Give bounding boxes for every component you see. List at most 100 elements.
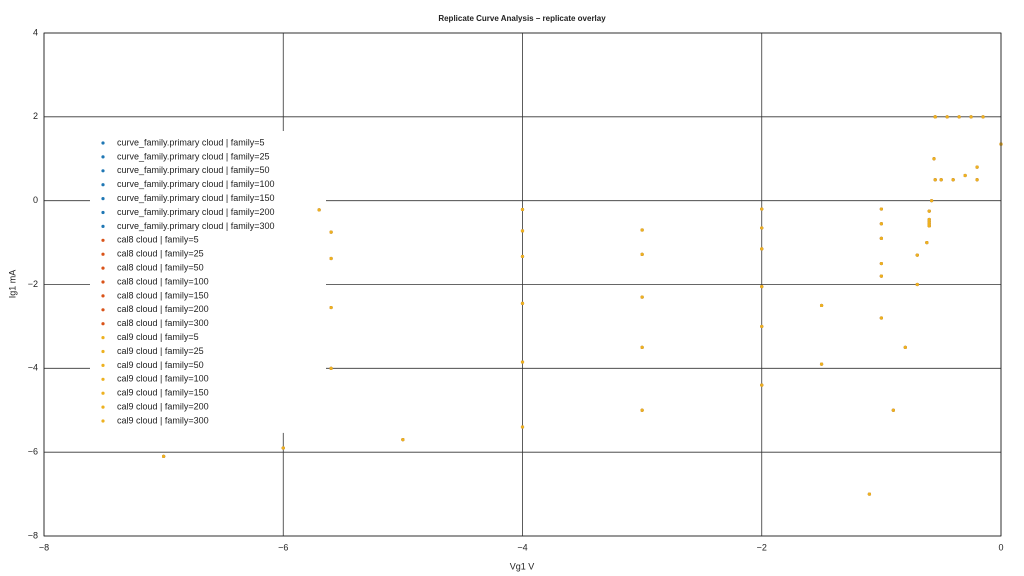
legend-marker xyxy=(101,141,105,145)
legend: curve_family.primary cloud | family=5 cur… xyxy=(90,131,326,433)
legend-box xyxy=(90,131,326,433)
point xyxy=(520,229,525,233)
point xyxy=(939,178,943,182)
point xyxy=(879,274,883,278)
plot-frame xyxy=(43,32,1002,537)
x-tick-label: −8 xyxy=(39,542,49,552)
point xyxy=(963,173,967,178)
legend-label: cal8 cloud | family=100 xyxy=(117,276,209,286)
legend-marker xyxy=(101,197,105,201)
point xyxy=(640,408,644,412)
point xyxy=(891,408,895,412)
legend-label: cal9 cloud | family=25 xyxy=(117,346,204,356)
legend-label: cal8 cloud | family=200 xyxy=(117,304,209,314)
legend-marker xyxy=(101,419,105,423)
legend-marker xyxy=(101,169,105,173)
point xyxy=(760,284,764,289)
y-tick-label: −8 xyxy=(28,530,38,540)
point xyxy=(933,115,937,119)
legend-marker xyxy=(101,155,105,159)
point xyxy=(975,178,979,182)
point xyxy=(927,222,931,226)
point xyxy=(879,207,883,211)
legend-label: cal8 cloud | family=50 xyxy=(117,262,204,272)
legend-label: cal9 cloud | family=5 xyxy=(117,332,199,342)
y-tick-label: 0 xyxy=(33,195,38,205)
point xyxy=(927,217,931,222)
legend-marker xyxy=(101,308,105,312)
point xyxy=(867,492,872,496)
point xyxy=(520,207,525,212)
legend-label: curve_family.primary cloud | family=300 xyxy=(117,221,274,231)
legend-marker xyxy=(101,238,105,242)
legend-label: curve_family.primary cloud | family=150 xyxy=(117,193,274,203)
point xyxy=(932,157,936,161)
legend-label: cal9 cloud | family=50 xyxy=(117,360,204,370)
legend-marker xyxy=(101,322,105,326)
y-tick-label: −4 xyxy=(28,363,38,373)
point xyxy=(930,199,934,203)
point xyxy=(879,222,883,226)
legend-label: cal9 cloud | family=300 xyxy=(117,415,209,425)
legend-marker xyxy=(101,183,105,187)
x-tick-label: 0 xyxy=(998,542,1003,552)
legend-label: cal8 cloud | family=5 xyxy=(117,235,199,245)
point xyxy=(760,207,764,211)
point xyxy=(951,178,955,182)
point xyxy=(925,240,929,245)
point xyxy=(969,115,973,119)
y-tick-label: −2 xyxy=(28,279,38,289)
point xyxy=(933,178,937,182)
legend-label: cal9 cloud | family=100 xyxy=(117,374,209,384)
x-axis-label: Vg1 V xyxy=(510,561,535,571)
x-tick-label: −4 xyxy=(517,542,527,552)
legend-marker xyxy=(101,280,105,284)
legend-marker xyxy=(101,405,105,409)
legend-label: cal8 cloud | family=300 xyxy=(117,318,209,328)
legend-label: curve_family.primary cloud | family=25 xyxy=(117,151,269,161)
points xyxy=(162,115,1003,496)
point xyxy=(819,362,824,366)
legend-marker xyxy=(101,210,105,215)
point xyxy=(162,454,166,458)
legend-marker xyxy=(101,294,105,298)
y-tick-label: −6 xyxy=(28,447,38,457)
chart-title: Replicate Curve Analysis – replicate ove… xyxy=(438,14,606,23)
point xyxy=(520,360,525,364)
point xyxy=(520,254,525,259)
legend-label: curve_family.primary cloud | family=5 xyxy=(117,137,264,147)
point xyxy=(903,345,907,349)
point xyxy=(329,230,333,234)
point xyxy=(760,383,764,387)
point xyxy=(640,228,644,232)
legend-label: cal8 cloud | family=150 xyxy=(117,290,209,300)
point xyxy=(329,305,333,310)
legend-label: cal9 cloud | family=150 xyxy=(117,388,209,398)
point xyxy=(945,115,949,119)
legend-marker xyxy=(101,266,105,270)
x-tick-label: −2 xyxy=(757,542,767,552)
point xyxy=(981,115,985,119)
y-axis-label: Ig1 mA xyxy=(7,270,17,299)
point xyxy=(879,236,883,240)
legend-marker xyxy=(101,363,105,367)
legend-marker xyxy=(101,377,105,381)
point xyxy=(879,316,883,320)
legend-marker xyxy=(101,349,105,354)
point xyxy=(401,437,405,442)
legend-label: curve_family.primary cloud | family=100 xyxy=(117,179,274,189)
legend-label: curve_family.primary cloud | family=200 xyxy=(117,207,274,217)
point xyxy=(975,165,979,169)
legend-marker xyxy=(101,224,105,228)
x-tick-label: −6 xyxy=(278,542,288,552)
point xyxy=(760,247,764,251)
legend-marker xyxy=(101,336,105,340)
point xyxy=(640,295,644,299)
point xyxy=(640,252,644,256)
point xyxy=(879,261,883,266)
point xyxy=(281,446,285,450)
y-tick-label: 4 xyxy=(33,27,38,37)
point xyxy=(329,256,333,261)
point xyxy=(640,345,644,349)
